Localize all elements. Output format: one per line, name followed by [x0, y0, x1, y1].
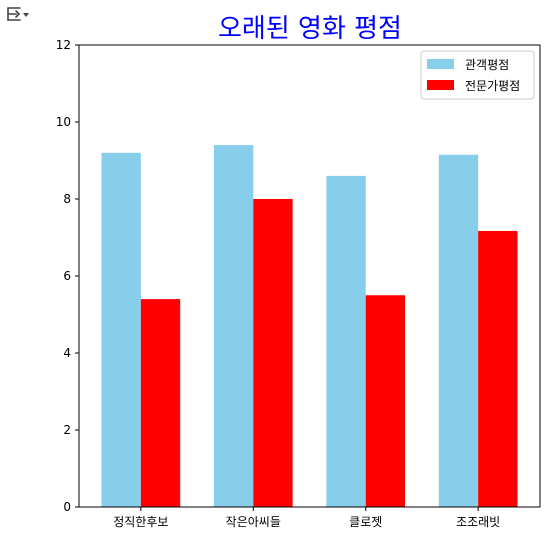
bar-audience-1: [213, 145, 254, 507]
legend-label: 관객평점: [465, 58, 509, 72]
chart-title: 오래된 영화 평점: [218, 14, 402, 44]
output-menu-icon[interactable]: [4, 2, 30, 26]
bar-critic-0: [140, 299, 181, 507]
legend-swatch: [427, 80, 454, 90]
bar-audience-0: [101, 152, 141, 508]
y-tick-label: 10: [56, 115, 71, 129]
y-tick-label: 0: [63, 500, 71, 514]
x-tick-label: 작은아씨들: [226, 515, 281, 529]
bar-audience-2: [326, 175, 366, 507]
bar-critic-2: [365, 295, 406, 507]
y-tick-label: 8: [63, 192, 71, 206]
y-tick-label: 2: [63, 423, 71, 437]
x-tick-label: 클로젯: [349, 515, 382, 529]
plot-area: 0 2 4 6 8 10 12 정직한후보 작은아씨들 클로젯 조조래빗: [56, 38, 541, 529]
legend-label: 전문가평점: [465, 79, 520, 93]
y-tick-label: 12: [56, 38, 71, 52]
bar-critic-1: [253, 199, 293, 507]
legend-swatch: [427, 59, 454, 69]
bar-critic-3: [478, 230, 518, 507]
x-tick-label: 정직한후보: [113, 515, 168, 529]
y-tick-label: 4: [63, 346, 71, 360]
y-tick-label: 6: [63, 269, 71, 283]
x-tick-label: 조조래빗: [456, 515, 500, 529]
bar-audience-3: [438, 154, 479, 507]
